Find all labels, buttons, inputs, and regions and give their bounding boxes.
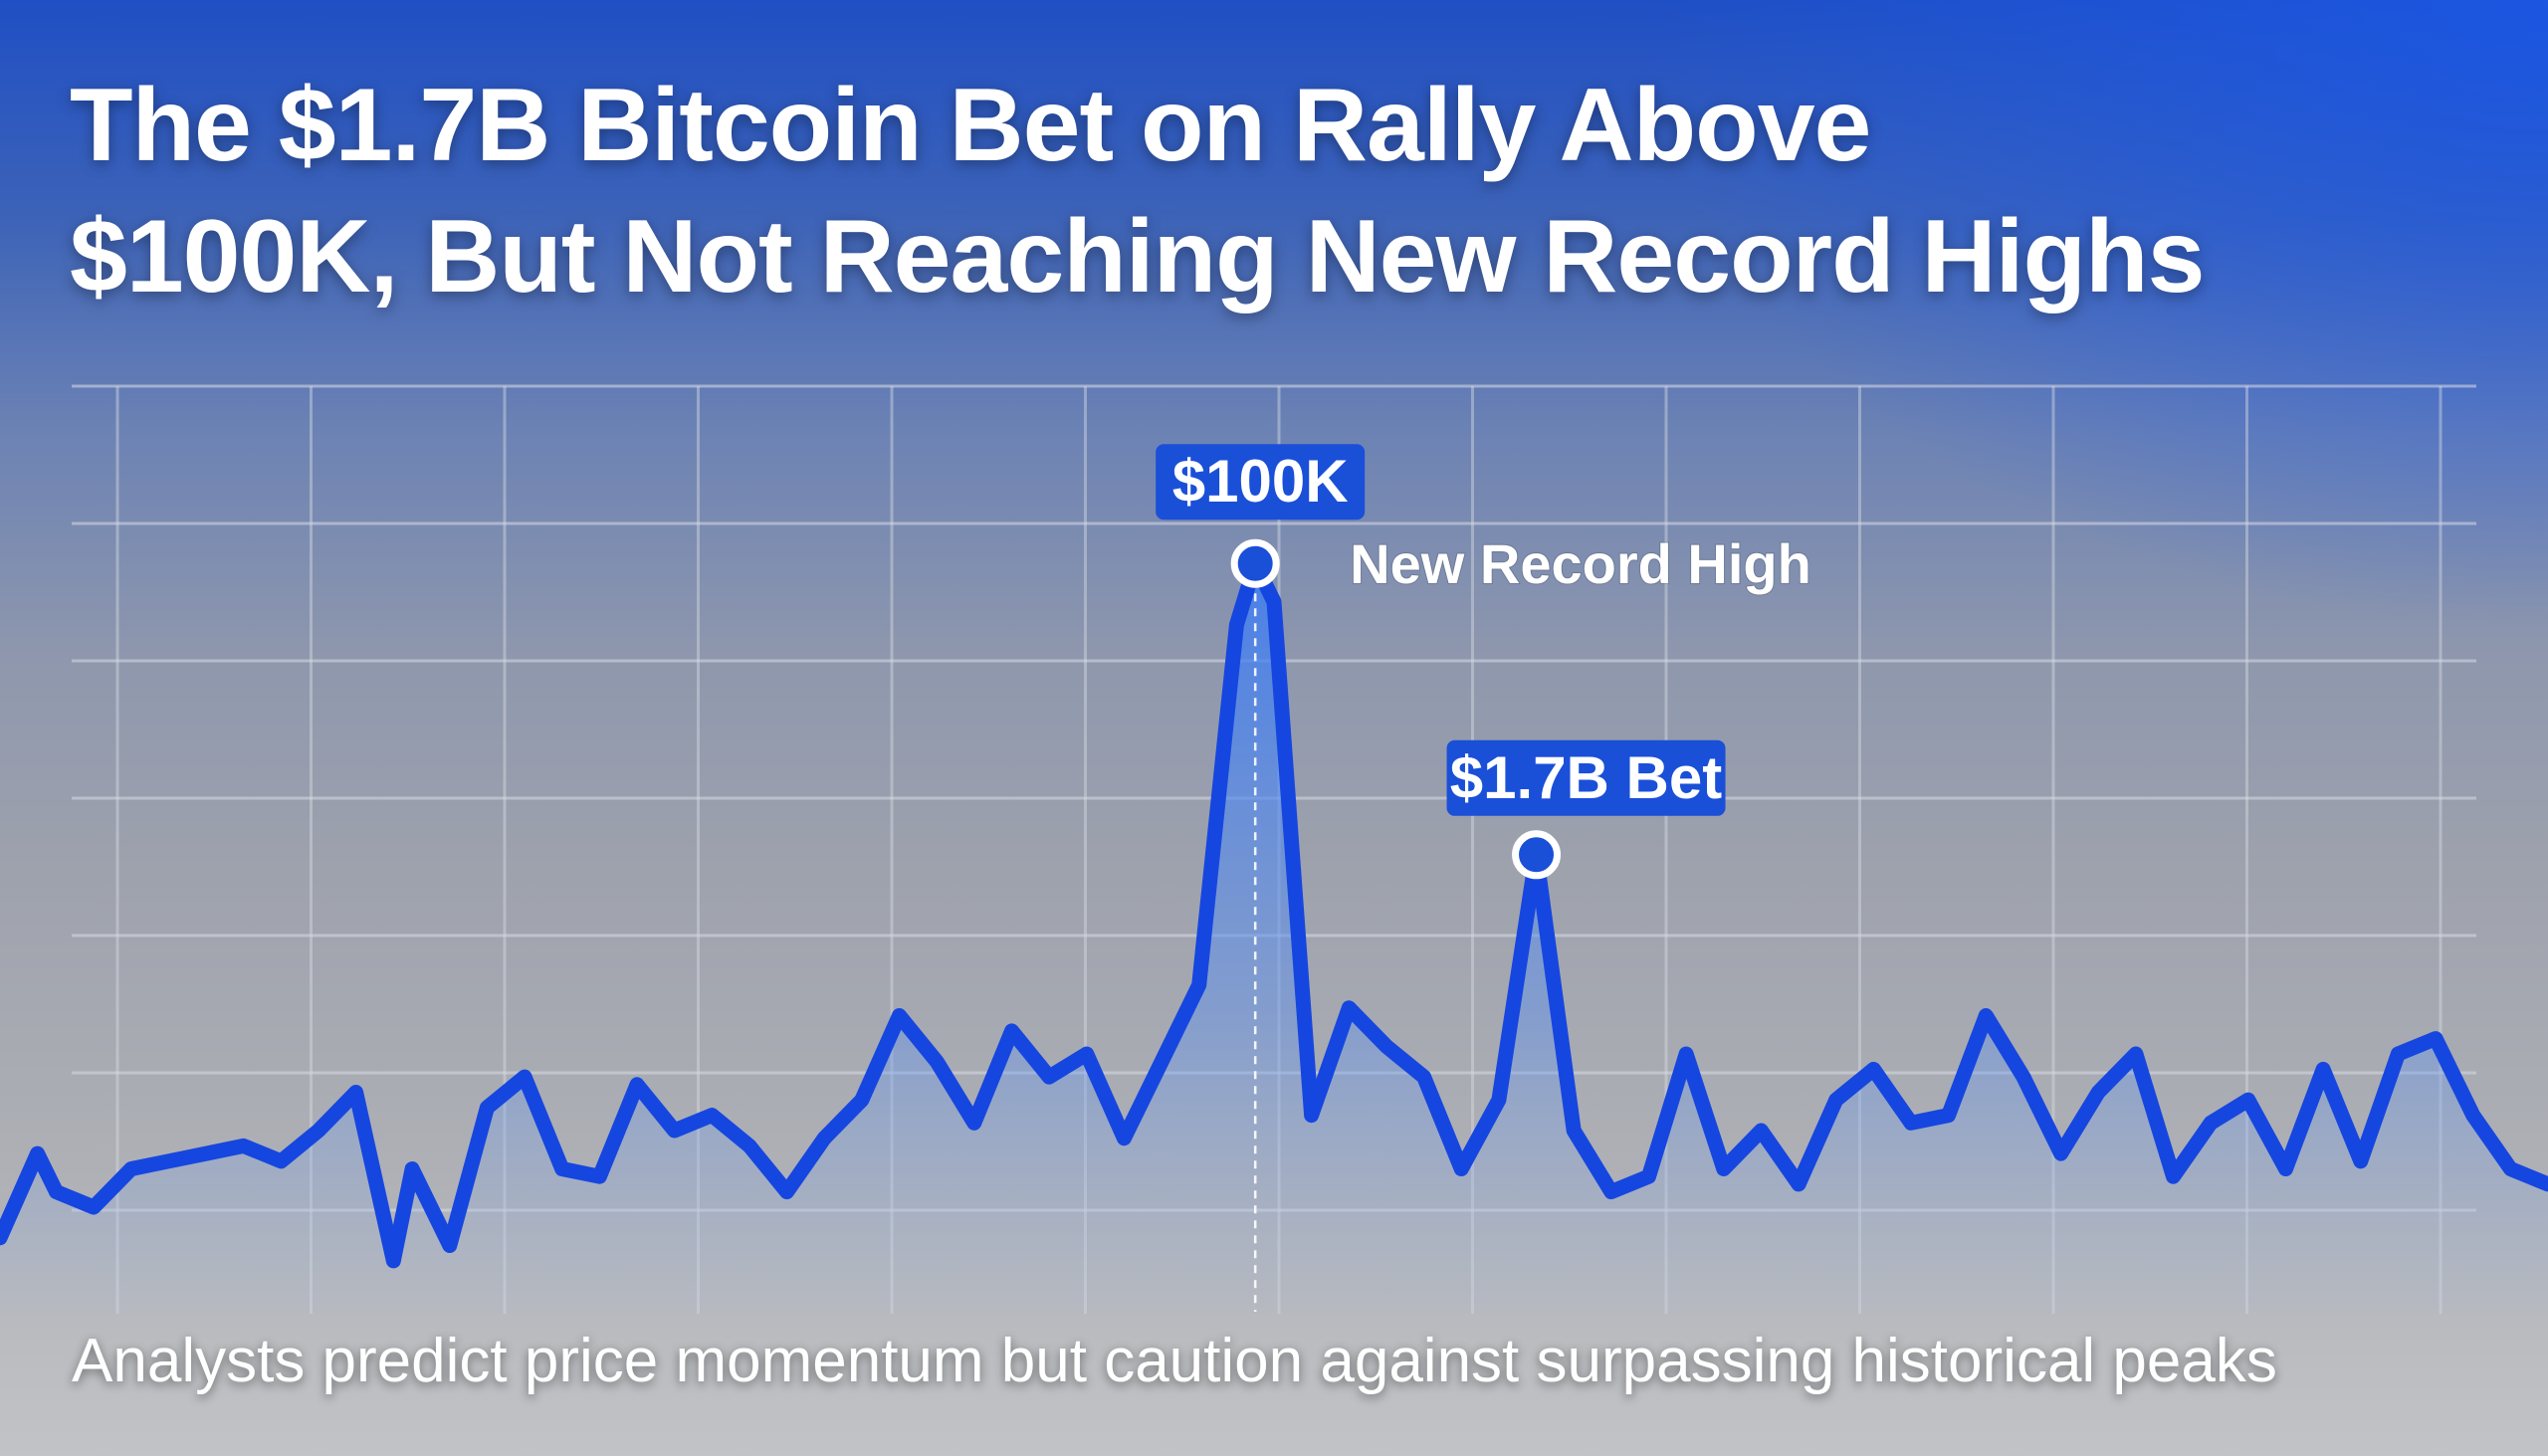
bet-label: $1.7B Bet — [1450, 744, 1722, 811]
peak-label-background — [1156, 444, 1366, 520]
headline-line-2: $100K, But Not Reaching New Record Highs — [70, 199, 2205, 314]
headline-line-1: The $1.7B Bitcoin Bet on Rally Above — [70, 68, 1871, 183]
bet-label-background — [1446, 739, 1726, 816]
peak-marker — [1230, 538, 1280, 588]
peak-note: New Record High — [1350, 532, 1811, 595]
caption: Analysts predict price momentum but caut… — [72, 1327, 2277, 1395]
peak-label: $100K — [1172, 448, 1349, 515]
bet-marker — [1512, 830, 1562, 880]
headline: The $1.7B Bitcoin Bet on Rally Above $10… — [70, 60, 2478, 322]
